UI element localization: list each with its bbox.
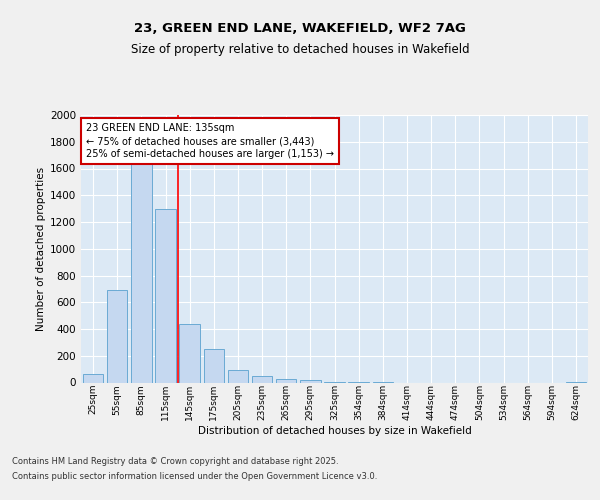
Bar xyxy=(252,376,272,382)
Bar xyxy=(131,162,152,382)
Text: Contains public sector information licensed under the Open Government Licence v3: Contains public sector information licen… xyxy=(12,472,377,481)
Text: 23, GREEN END LANE, WAKEFIELD, WF2 7AG: 23, GREEN END LANE, WAKEFIELD, WF2 7AG xyxy=(134,22,466,36)
Text: 23 GREEN END LANE: 135sqm
← 75% of detached houses are smaller (3,443)
25% of se: 23 GREEN END LANE: 135sqm ← 75% of detac… xyxy=(86,123,334,160)
Bar xyxy=(155,208,176,382)
Bar xyxy=(276,379,296,382)
Bar xyxy=(300,380,320,382)
Text: Contains HM Land Registry data © Crown copyright and database right 2025.: Contains HM Land Registry data © Crown c… xyxy=(12,457,338,466)
Bar xyxy=(83,374,103,382)
Bar xyxy=(203,349,224,382)
Bar xyxy=(227,370,248,382)
Bar xyxy=(179,324,200,382)
Bar xyxy=(107,290,127,382)
Y-axis label: Number of detached properties: Number of detached properties xyxy=(36,166,46,331)
X-axis label: Distribution of detached houses by size in Wakefield: Distribution of detached houses by size … xyxy=(197,426,472,436)
Text: Size of property relative to detached houses in Wakefield: Size of property relative to detached ho… xyxy=(131,42,469,56)
